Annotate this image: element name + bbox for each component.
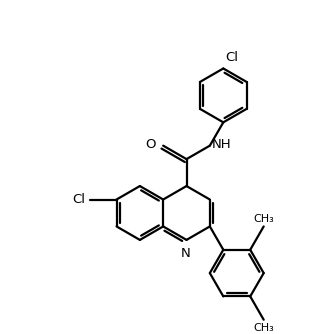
Text: N: N — [181, 246, 191, 260]
Text: Cl: Cl — [225, 51, 238, 64]
Text: NH: NH — [212, 138, 232, 151]
Text: CH₃: CH₃ — [253, 213, 274, 223]
Text: CH₃: CH₃ — [253, 323, 274, 333]
Text: O: O — [145, 138, 156, 151]
Text: Cl: Cl — [72, 193, 85, 206]
